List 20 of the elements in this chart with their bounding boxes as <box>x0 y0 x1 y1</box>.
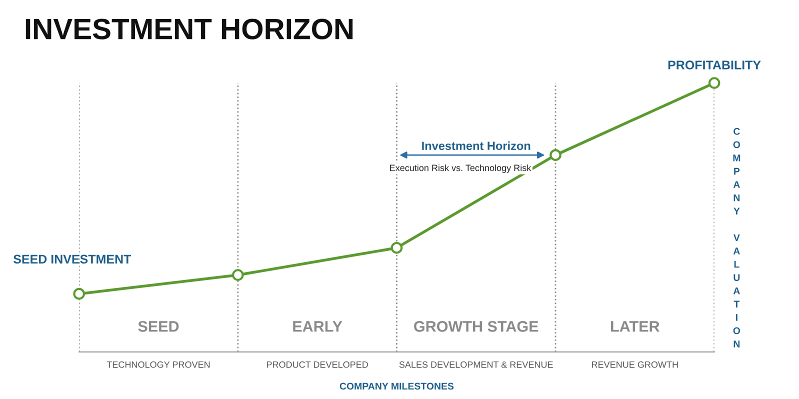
text: SALES DEVELOPMENT & REVENUE <box>399 361 553 368</box>
annotation: EARLY <box>293 321 342 332</box>
annotation: LATER <box>611 321 660 332</box>
point <box>708 77 720 89</box>
annotation: PROFITABILITY <box>668 60 761 70</box>
annotation: GROWTH STAGE <box>414 320 538 332</box>
point <box>73 288 86 300</box>
text: TECHNOLOGY PROVEN <box>106 361 210 368</box>
annotation: SEED <box>138 320 179 332</box>
chart-title: INVESTMENT HORIZON <box>26 18 353 40</box>
text: PRODUCT DEVELOPED <box>266 361 368 368</box>
text: REVENUE GROWTH <box>592 361 678 368</box>
point <box>550 149 562 161</box>
text: COMPANY VALUATION <box>733 128 740 348</box>
annotation: Execution Risk vs. Technology Risk <box>390 164 532 173</box>
annotation: Investment Horizon <box>422 141 530 150</box>
point <box>390 242 403 254</box>
point <box>232 269 244 281</box>
x-axis-title: COMPANY MILESTONES <box>340 382 454 390</box>
annotation: SEED INVESTMENT <box>13 254 132 264</box>
